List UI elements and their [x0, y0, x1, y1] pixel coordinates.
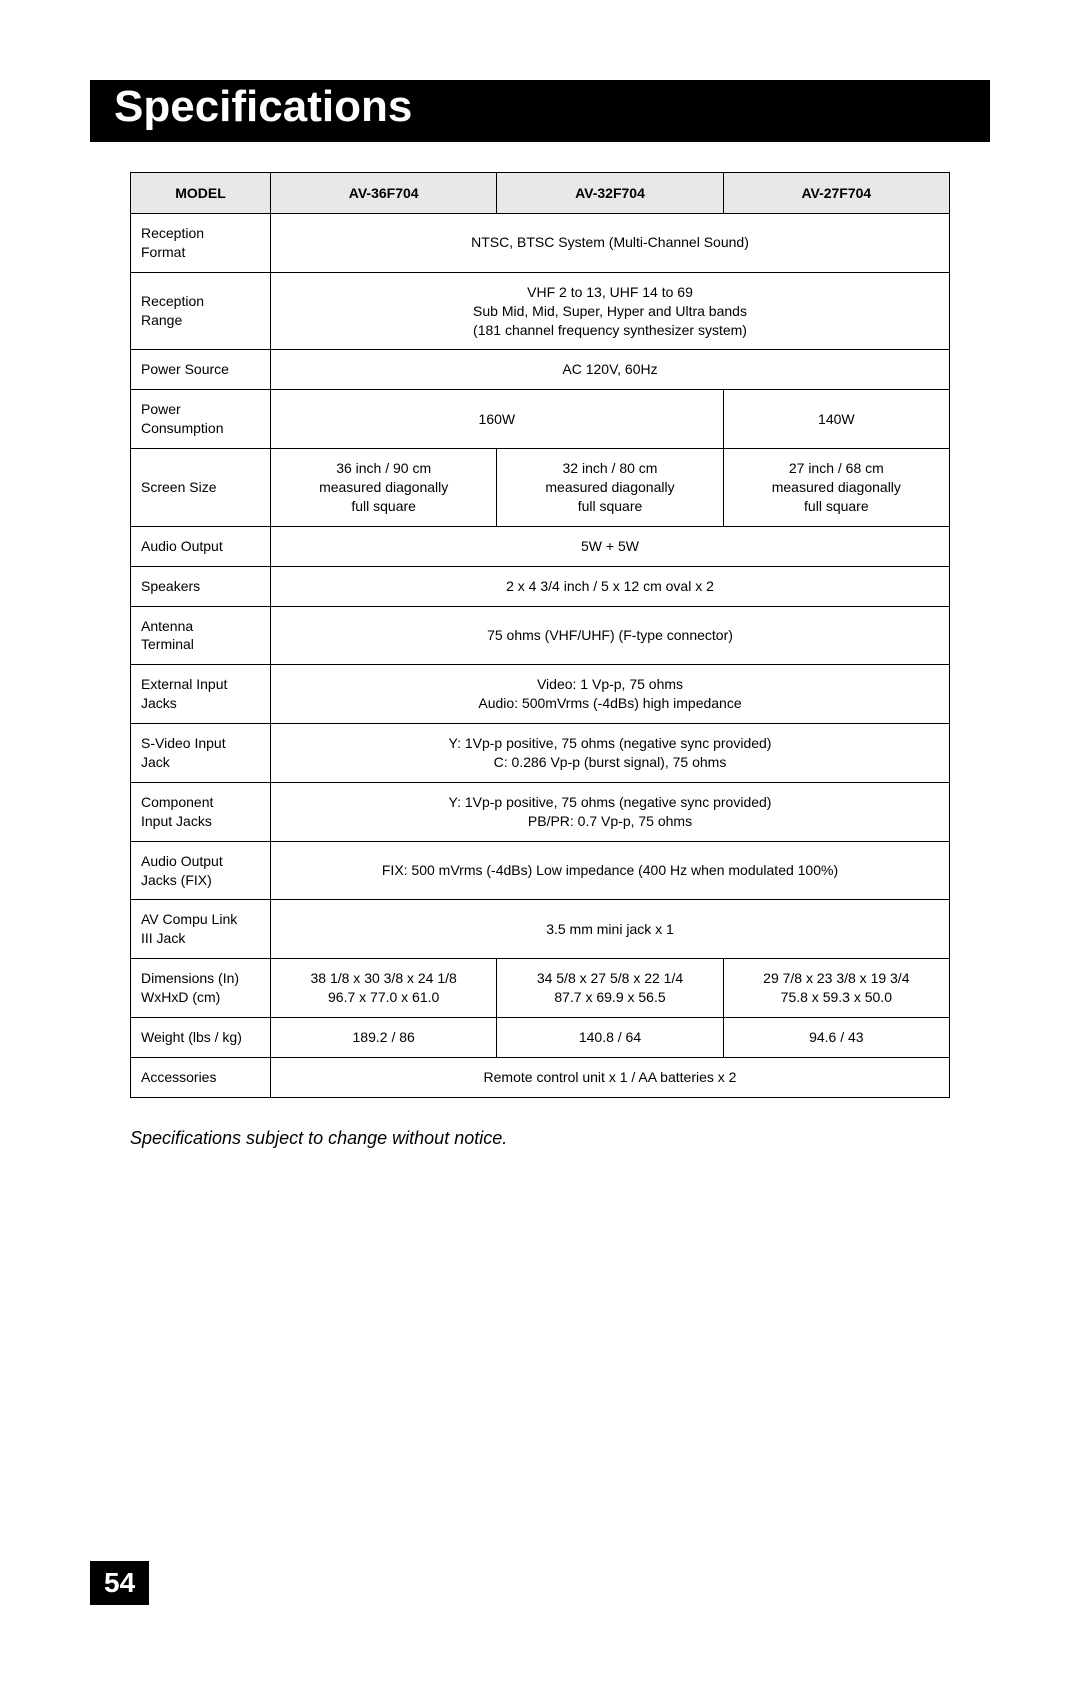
page-title-bar: Specifications — [90, 80, 990, 142]
spec-table-wrap: MODEL AV-36F704 AV-32F704 AV-27F704 Rece… — [130, 172, 950, 1098]
row-value: 32 inch / 80 cm measured diagonally full… — [497, 449, 723, 527]
row-value: Y: 1Vp-p positive, 75 ohms (negative syn… — [271, 724, 950, 783]
row-value: Remote control unit x 1 / AA batteries x… — [271, 1057, 950, 1097]
row-label: Reception Format — [131, 214, 271, 273]
row-label: Antenna Terminal — [131, 606, 271, 665]
row-label: S-Video Input Jack — [131, 724, 271, 783]
table-row: Power Source AC 120V, 60Hz — [131, 350, 950, 390]
row-value: 94.6 / 43 — [723, 1018, 949, 1058]
header-col-2: AV-32F704 — [497, 173, 723, 214]
row-value: 2 x 4 3/4 inch / 5 x 12 cm oval x 2 — [271, 566, 950, 606]
table-row: Antenna Terminal 75 ohms (VHF/UHF) (F-ty… — [131, 606, 950, 665]
row-label: Power Consumption — [131, 390, 271, 449]
table-row: Component Input Jacks Y: 1Vp-p positive,… — [131, 782, 950, 841]
table-row: AV Compu Link III Jack 3.5 mm mini jack … — [131, 900, 950, 959]
row-value: 5W + 5W — [271, 526, 950, 566]
row-label: Audio Output — [131, 526, 271, 566]
row-label: Accessories — [131, 1057, 271, 1097]
row-value: 38 1/8 x 30 3/8 x 24 1/8 96.7 x 77.0 x 6… — [271, 959, 497, 1018]
row-value: 75 ohms (VHF/UHF) (F-type connector) — [271, 606, 950, 665]
table-row: Reception Range VHF 2 to 13, UHF 14 to 6… — [131, 272, 950, 350]
page-title: Specifications — [114, 82, 412, 131]
row-value: 29 7/8 x 23 3/8 x 19 3/4 75.8 x 59.3 x 5… — [723, 959, 949, 1018]
row-value: Video: 1 Vp-p, 75 ohms Audio: 500mVrms (… — [271, 665, 950, 724]
row-value: 27 inch / 68 cm measured diagonally full… — [723, 449, 949, 527]
change-notice: Specifications subject to change without… — [130, 1128, 950, 1149]
table-row: Power Consumption 160W 140W — [131, 390, 950, 449]
row-label: Component Input Jacks — [131, 782, 271, 841]
header-col-1: AV-36F704 — [271, 173, 497, 214]
table-row: Speakers 2 x 4 3/4 inch / 5 x 12 cm oval… — [131, 566, 950, 606]
table-header-row: MODEL AV-36F704 AV-32F704 AV-27F704 — [131, 173, 950, 214]
row-label: Dimensions (In) WxHxD (cm) — [131, 959, 271, 1018]
table-row: External Input Jacks Video: 1 Vp-p, 75 o… — [131, 665, 950, 724]
table-row: Accessories Remote control unit x 1 / AA… — [131, 1057, 950, 1097]
page-number: 54 — [90, 1561, 149, 1605]
table-row: Audio Output 5W + 5W — [131, 526, 950, 566]
row-label: Weight (lbs / kg) — [131, 1018, 271, 1058]
row-label: AV Compu Link III Jack — [131, 900, 271, 959]
row-label: Reception Range — [131, 272, 271, 350]
table-row: Screen Size 36 inch / 90 cm measured dia… — [131, 449, 950, 527]
row-value: NTSC, BTSC System (Multi-Channel Sound) — [271, 214, 950, 273]
row-value: 140W — [723, 390, 949, 449]
row-label: Screen Size — [131, 449, 271, 527]
table-row: Audio Output Jacks (FIX) FIX: 500 mVrms … — [131, 841, 950, 900]
table-row: Reception Format NTSC, BTSC System (Mult… — [131, 214, 950, 273]
row-label: Speakers — [131, 566, 271, 606]
header-model: MODEL — [131, 173, 271, 214]
row-label: External Input Jacks — [131, 665, 271, 724]
row-label: Power Source — [131, 350, 271, 390]
spec-table: MODEL AV-36F704 AV-32F704 AV-27F704 Rece… — [130, 172, 950, 1098]
table-row: Dimensions (In) WxHxD (cm) 38 1/8 x 30 3… — [131, 959, 950, 1018]
row-value: 36 inch / 90 cm measured diagonally full… — [271, 449, 497, 527]
row-value: AC 120V, 60Hz — [271, 350, 950, 390]
row-value: FIX: 500 mVrms (-4dBs) Low impedance (40… — [271, 841, 950, 900]
row-value: 140.8 / 64 — [497, 1018, 723, 1058]
row-value: Y: 1Vp-p positive, 75 ohms (negative syn… — [271, 782, 950, 841]
row-value: 160W — [271, 390, 724, 449]
header-col-3: AV-27F704 — [723, 173, 949, 214]
row-label: Audio Output Jacks (FIX) — [131, 841, 271, 900]
row-value: 34 5/8 x 27 5/8 x 22 1/4 87.7 x 69.9 x 5… — [497, 959, 723, 1018]
table-row: S-Video Input Jack Y: 1Vp-p positive, 75… — [131, 724, 950, 783]
row-value: VHF 2 to 13, UHF 14 to 69 Sub Mid, Mid, … — [271, 272, 950, 350]
table-row: Weight (lbs / kg) 189.2 / 86 140.8 / 64 … — [131, 1018, 950, 1058]
row-value: 3.5 mm mini jack x 1 — [271, 900, 950, 959]
row-value: 189.2 / 86 — [271, 1018, 497, 1058]
